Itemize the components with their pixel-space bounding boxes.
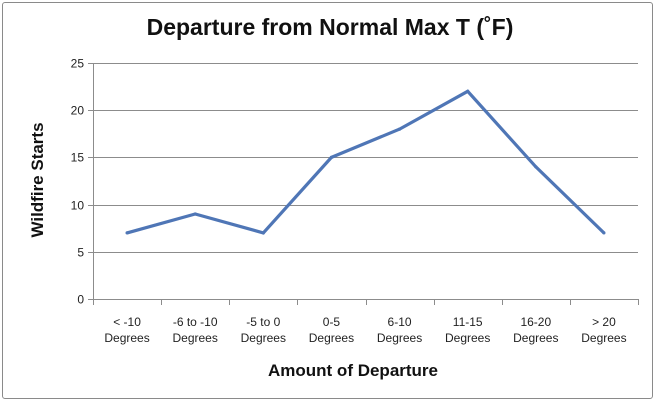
data-point-0-6 xyxy=(534,165,538,169)
x-tick-label-4-line-0: 6-10 xyxy=(388,315,412,329)
data-point-0-2 xyxy=(261,231,265,235)
x-tick-label-4-line-1: Degrees xyxy=(377,331,422,345)
data-point-0-1 xyxy=(193,212,197,216)
x-tick-label-6-line-0: 16-20 xyxy=(520,315,551,329)
x-tick-label-0-line-1: Degrees xyxy=(104,331,149,345)
x-tick-label-0-line-0: < -10 xyxy=(113,315,141,329)
chart-frame xyxy=(2,2,653,399)
chart-title: Departure from Normal Max T (˚F) xyxy=(146,14,514,40)
x-tick-label-5-line-0: 11-15 xyxy=(453,315,483,329)
x-tick-label-2-line-1: Degrees xyxy=(241,331,286,345)
x-axis-title: Amount of Departure xyxy=(268,361,438,380)
y-tick-label-3: 15 xyxy=(71,151,85,165)
x-tick-label-3-line-0: 0-5 xyxy=(323,315,341,329)
x-tick-label-3-line-1: Degrees xyxy=(309,331,354,345)
y-tick-label-5: 25 xyxy=(71,57,85,71)
y-tick-label-0: 0 xyxy=(77,293,84,307)
x-tick-label-7-line-1: Degrees xyxy=(581,331,626,345)
data-point-0-4 xyxy=(398,127,402,131)
x-tick-label-2-line-0: -5 to 0 xyxy=(246,315,280,329)
y-tick-label-4: 20 xyxy=(71,104,85,118)
x-tick-label-1-line-0: -6 to -10 xyxy=(173,315,218,329)
x-tick-label-6-line-1: Degrees xyxy=(513,331,558,345)
x-tick-label-1-line-1: Degrees xyxy=(173,331,218,345)
data-point-0-0 xyxy=(125,231,129,235)
data-point-0-5 xyxy=(466,89,470,93)
y-tick-label-2: 10 xyxy=(71,199,85,213)
series-line-0 xyxy=(126,89,606,235)
x-tick-label-5-line-1: Degrees xyxy=(445,331,490,345)
data-point-0-3 xyxy=(329,155,333,159)
data-point-0-7 xyxy=(602,231,606,235)
x-tick-label-7-line-0: > 20 xyxy=(592,315,616,329)
y-tick-label-1: 5 xyxy=(77,246,84,260)
